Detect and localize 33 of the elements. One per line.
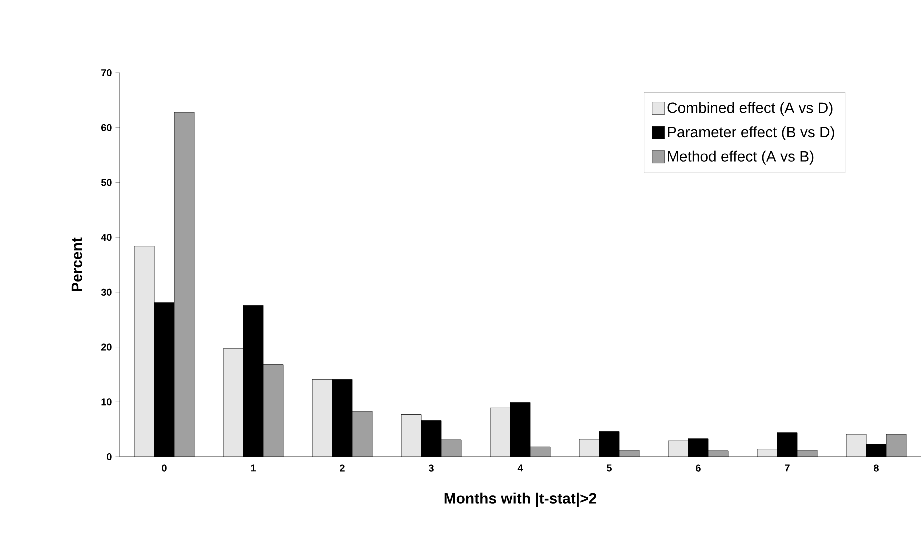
- bar: [886, 434, 907, 457]
- legend-label: Combined effect (A vs D): [668, 102, 833, 116]
- bar: [352, 411, 372, 457]
- legend-label: Method effect (A vs B): [668, 150, 814, 165]
- x-tick-label: 1: [251, 464, 256, 472]
- legend-label: Parameter effect (B vs D): [668, 126, 834, 141]
- x-tick-label: 4: [518, 464, 524, 472]
- y-tick-label: 0: [107, 453, 112, 461]
- x-tick-label: 7: [785, 464, 790, 472]
- bar: [490, 408, 510, 457]
- x-tick-label: 0: [162, 464, 167, 472]
- bar: [668, 441, 688, 457]
- bar: [224, 348, 244, 457]
- y-tick-label: 40: [101, 234, 112, 242]
- y-tick-label: 60: [102, 124, 112, 132]
- x-axis-title: Months with |t-stat|>2: [444, 492, 597, 508]
- y-tick-label: 70: [102, 69, 112, 77]
- y-tick-label: 20: [101, 344, 112, 351]
- x-tick-label: 6: [696, 464, 701, 472]
- y-tick-label: 30: [101, 288, 112, 296]
- x-tick-label: 2: [340, 464, 345, 472]
- y-axis-title: Percent: [72, 238, 82, 292]
- bar: [174, 112, 194, 457]
- bar: [846, 434, 867, 457]
- x-tick-label: 3: [428, 464, 434, 472]
- y-tick-label: 50: [101, 179, 112, 186]
- bar: [312, 380, 332, 457]
- x-tick-label: 5: [607, 464, 612, 472]
- bar: [134, 246, 154, 457]
- bar: [264, 364, 284, 457]
- x-tick-label: 8: [874, 464, 879, 472]
- y-tick-label: 10: [102, 398, 112, 406]
- bar: [402, 414, 422, 457]
